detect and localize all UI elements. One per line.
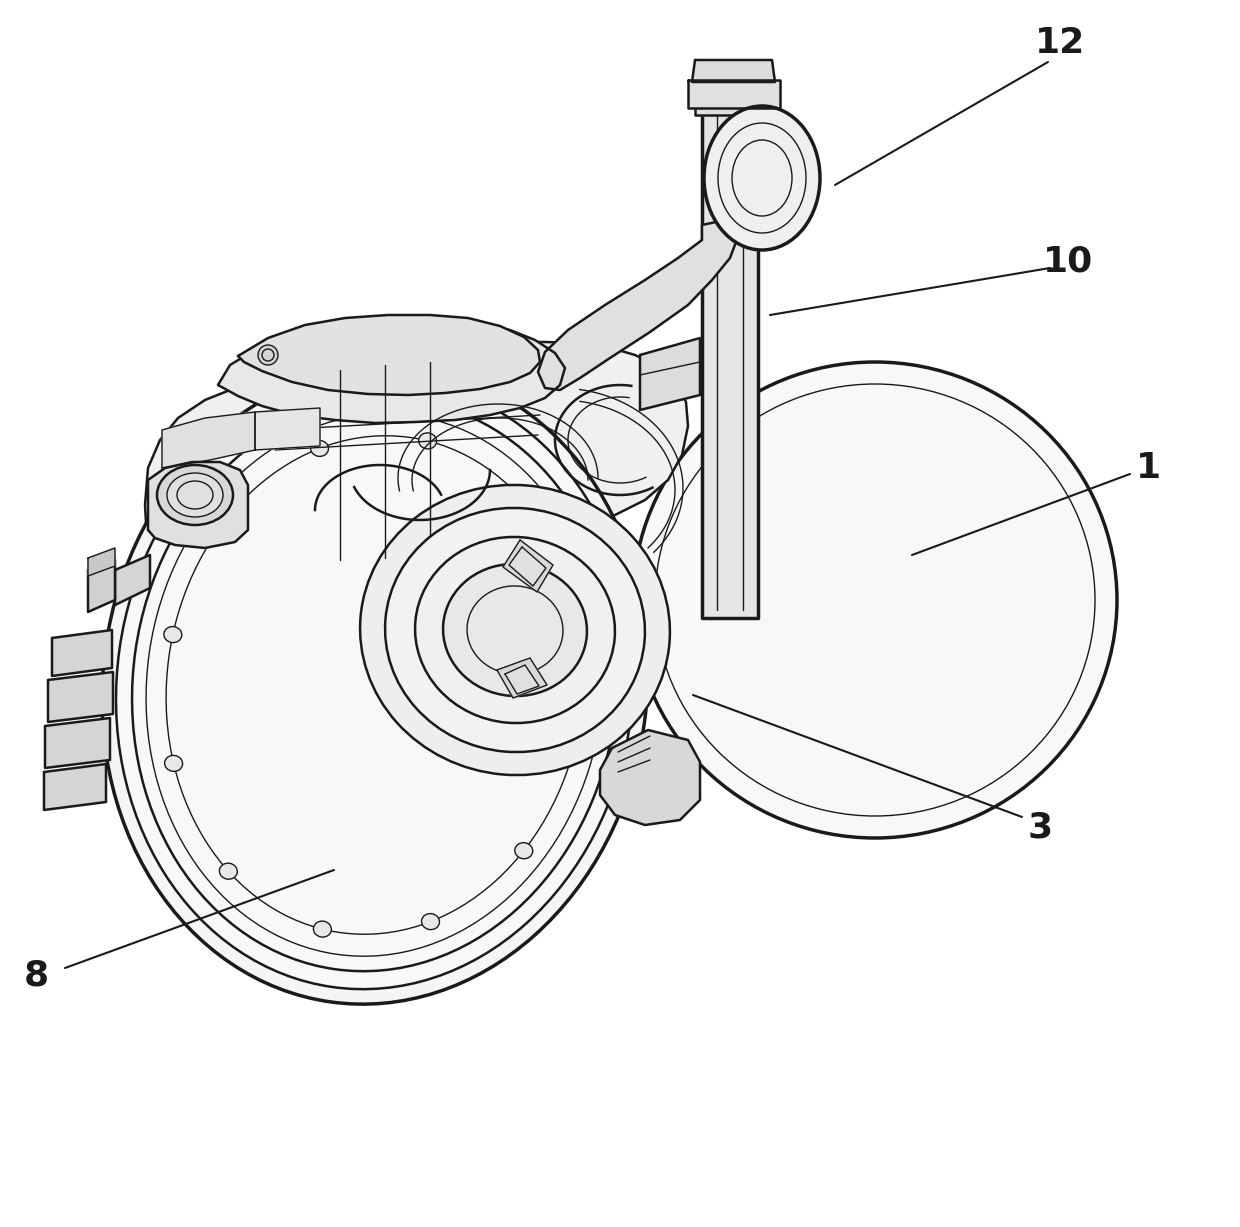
Ellipse shape [568,599,585,615]
Text: 1: 1 [1136,452,1161,485]
Polygon shape [145,342,688,699]
Polygon shape [640,337,701,410]
Ellipse shape [360,485,670,775]
Polygon shape [508,547,546,587]
Polygon shape [505,665,539,694]
Polygon shape [148,463,248,548]
Ellipse shape [422,914,439,930]
Ellipse shape [117,380,634,989]
Polygon shape [88,560,115,612]
Polygon shape [255,409,320,450]
Ellipse shape [102,366,649,1004]
Ellipse shape [165,756,182,772]
Polygon shape [497,658,547,698]
Polygon shape [52,629,112,676]
Ellipse shape [512,491,531,507]
Ellipse shape [419,433,436,449]
Ellipse shape [443,564,587,696]
Polygon shape [688,80,780,108]
Polygon shape [115,555,150,605]
Ellipse shape [568,728,587,744]
Ellipse shape [310,440,329,456]
Polygon shape [600,730,701,825]
Polygon shape [503,540,553,591]
Polygon shape [218,321,565,423]
Ellipse shape [386,508,645,752]
Polygon shape [538,222,737,390]
Polygon shape [43,764,105,810]
Polygon shape [702,106,758,618]
Polygon shape [694,94,768,115]
Polygon shape [88,548,115,575]
Text: 3: 3 [1028,810,1053,844]
Ellipse shape [164,627,182,643]
Ellipse shape [258,345,278,364]
Ellipse shape [314,921,331,937]
Ellipse shape [217,512,236,528]
Ellipse shape [219,863,237,880]
Polygon shape [238,315,539,395]
Ellipse shape [515,843,533,859]
Ellipse shape [415,537,615,723]
Ellipse shape [157,465,233,525]
Polygon shape [45,718,110,768]
Polygon shape [162,412,255,467]
Text: 10: 10 [1043,245,1094,279]
Ellipse shape [632,362,1117,838]
Polygon shape [692,60,775,82]
Text: 12: 12 [1035,26,1085,60]
Polygon shape [48,672,113,721]
Ellipse shape [704,106,820,250]
Ellipse shape [167,472,223,517]
Text: 8: 8 [24,958,48,991]
